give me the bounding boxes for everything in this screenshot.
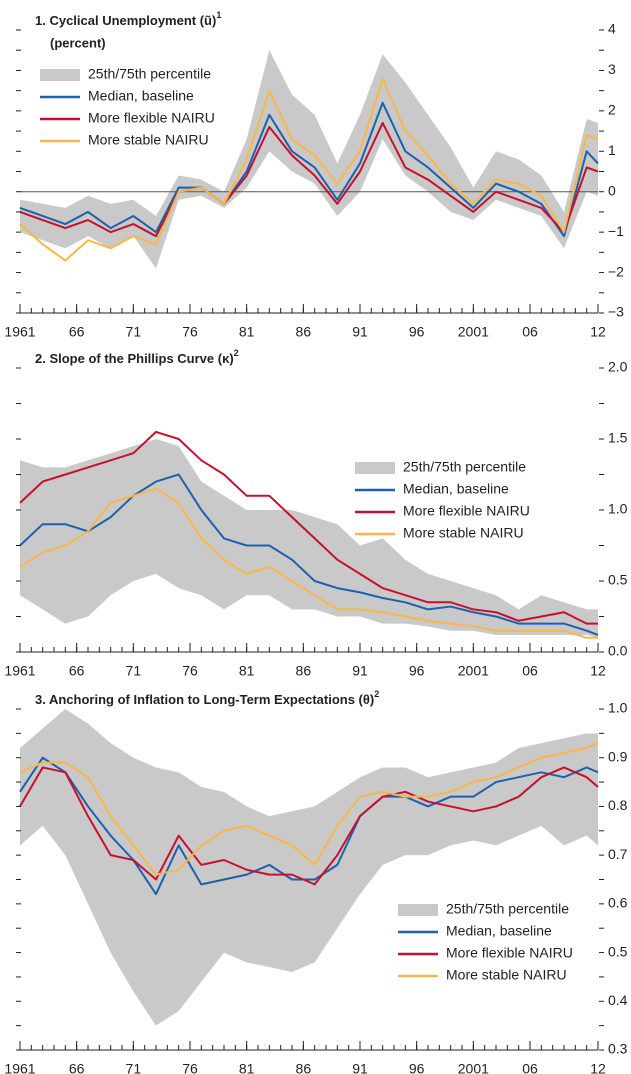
y-tick-label: 0.9: [608, 748, 628, 764]
y-tick-label: 0.4: [608, 992, 628, 1008]
x-tick-label: 71: [126, 1061, 142, 1074]
legend-label: Median, baseline: [403, 481, 509, 497]
legend-swatch: [398, 904, 438, 916]
x-tick-label: 12: [590, 324, 606, 340]
x-tick-label: 12: [590, 663, 606, 679]
y-tick-label: 1.0: [608, 501, 628, 517]
x-tick-label: 86: [296, 1061, 312, 1074]
y-tick-label: −2: [608, 263, 624, 279]
legend-swatch: [40, 69, 80, 81]
series-line: [19, 473, 599, 636]
y-tick-label: 1: [608, 142, 616, 158]
title-note: 2: [374, 689, 379, 699]
x-tick-label: 96: [409, 1061, 425, 1074]
series-line: [19, 430, 598, 625]
y-tick-label: 0.5: [608, 572, 628, 588]
x-tick-label: 96: [409, 663, 425, 679]
panel-title: 2. Slope of the Phillips Curve (κ)2: [35, 348, 239, 366]
title-note: 2: [234, 348, 239, 358]
legend-label: More stable NAIRU: [446, 967, 567, 983]
y-tick-label: 2: [608, 102, 616, 118]
x-tick-label: 91: [352, 1061, 368, 1074]
title-note: 1: [216, 10, 221, 20]
legend-label: 25th/75th percentile: [88, 66, 211, 82]
series-line: [19, 742, 599, 876]
y-tick-label: 3: [608, 61, 616, 77]
x-tick-label: 81: [239, 663, 255, 679]
x-tick-label: 86: [296, 663, 312, 679]
percentile-band: [20, 709, 598, 1026]
legend-label: Median, baseline: [446, 923, 552, 939]
panel-title: 3. Anchoring of Inflation to Long-Term E…: [35, 689, 379, 707]
y-tick-label: 0.7: [608, 846, 628, 862]
x-tick-label: 1961: [4, 663, 35, 679]
x-tick-label: 91: [352, 324, 368, 340]
x-tick-label: 91: [352, 663, 368, 679]
panel-title: 1. Cyclical Unemployment (ũ)1: [35, 10, 221, 28]
y-tick-label: 0: [608, 182, 616, 198]
x-tick-label: 66: [69, 324, 85, 340]
legend-label: More stable NAIRU: [88, 132, 209, 148]
series-line: [19, 756, 599, 896]
x-tick-label: 81: [239, 1061, 255, 1074]
series-line: [19, 77, 599, 262]
legend-label: 25th/75th percentile: [446, 901, 569, 917]
x-tick-label: 76: [182, 1061, 198, 1074]
title-text: 1. Cyclical Unemployment (ũ): [35, 13, 216, 28]
x-tick-label: 76: [182, 663, 198, 679]
legend-label: More flexible NAIRU: [88, 110, 215, 126]
y-tick-label: −3: [608, 304, 624, 320]
legend-swatch: [355, 462, 395, 474]
percentile-band: [20, 439, 598, 638]
y-tick-label: 0.3: [608, 1041, 628, 1057]
x-tick-label: 86: [296, 324, 312, 340]
legend-label: More flexible NAIRU: [446, 945, 573, 961]
y-tick-label: 0.8: [608, 797, 628, 813]
legend-label: More flexible NAIRU: [403, 503, 530, 519]
y-tick-label: 1.5: [608, 430, 628, 446]
x-tick-label: 1961: [4, 324, 35, 340]
series-line: [19, 101, 599, 238]
x-tick-label: 12: [590, 1061, 606, 1074]
x-tick-label: 2001: [458, 324, 489, 340]
y-tick-label: 0.6: [608, 895, 628, 911]
x-tick-label: 71: [126, 663, 142, 679]
x-tick-label: 81: [239, 324, 255, 340]
x-tick-label: 06: [522, 1061, 538, 1074]
legend-label: 25th/75th percentile: [403, 459, 526, 475]
legend-label: More stable NAIRU: [403, 525, 524, 541]
series-line: [19, 487, 598, 639]
legend-label: Median, baseline: [88, 88, 194, 104]
y-tick-label: 2.0: [608, 359, 628, 375]
title-text: 3. Anchoring of Inflation to Long-Term E…: [35, 692, 374, 707]
y-tick-label: −1: [608, 223, 624, 239]
panel-subtitle: (percent): [50, 35, 106, 50]
x-tick-label: 76: [182, 324, 198, 340]
series-line: [19, 766, 599, 886]
y-tick-label: 4: [608, 21, 616, 37]
y-tick-label: 0.0: [608, 643, 628, 659]
x-tick-label: 1961: [4, 1061, 35, 1074]
y-tick-label: 0.5: [608, 943, 628, 959]
series-line: [19, 121, 599, 238]
x-tick-label: 2001: [458, 663, 489, 679]
x-tick-label: 71: [126, 324, 142, 340]
x-tick-label: 06: [522, 663, 538, 679]
x-tick-label: 66: [69, 663, 85, 679]
title-text: 2. Slope of the Phillips Curve (κ): [35, 351, 234, 366]
x-tick-label: 06: [522, 324, 538, 340]
x-tick-label: 2001: [458, 1061, 489, 1074]
percentile-band: [20, 50, 598, 269]
y-tick-label: 1.0: [608, 700, 628, 716]
x-tick-label: 96: [409, 324, 425, 340]
x-tick-label: 66: [69, 1061, 85, 1074]
